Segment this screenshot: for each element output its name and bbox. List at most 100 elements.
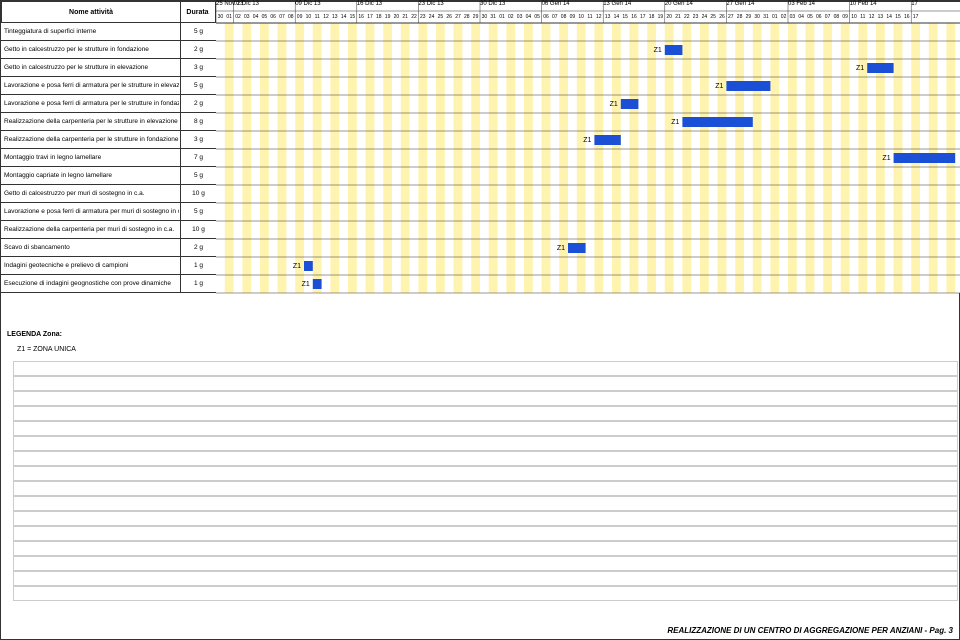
day-label: 22 [410,11,419,23]
day-label: 01 [498,11,507,23]
day-label: 13 [330,11,339,23]
day-label: 09 [568,11,577,23]
gantt-chart: Z1Z1Z1Z1Z1Z1Z1Z1Z1Z125 Nov 13300102 Dic … [216,1,959,311]
bar-label: Z1 [715,83,723,90]
gantt-page: Nome attività Durata Tinteggiatura di su… [0,0,960,640]
task-duration: 7 g [180,149,216,167]
task-row: Tinteggiatura di superfici interne5 g [1,23,216,41]
day-label: 27 [454,11,463,23]
task-duration: 5 g [180,167,216,185]
task-row: Getto in calcestruzzo per le strutture i… [1,41,216,59]
day-label: 28 [462,11,471,23]
gantt-bar [621,99,639,109]
bar-label: Z1 [583,137,591,144]
bar-label: Z1 [671,119,679,126]
day-label: 30 [216,11,225,23]
header-duration: Durata [180,1,216,23]
empty-grid-row [13,421,958,436]
gantt-bar [594,135,620,145]
task-row: Realizzazione della carpenteria per le s… [1,131,216,149]
day-label: 18 [647,11,656,23]
day-label: 05 [260,11,269,23]
empty-grid-row [13,466,958,481]
bar-label: Z1 [654,47,662,54]
task-duration: 3 g [180,131,216,149]
day-label: 14 [612,11,621,23]
day-label: 19 [656,11,665,23]
task-name: Montaggio capriate in legno lamellare [4,167,179,185]
task-name: Montaggio travi in legno lamellare [4,149,179,167]
day-label: 09 [841,11,850,23]
task-row: Lavorazione e posa ferri di armatura per… [1,95,216,113]
task-row: Lavorazione e posa ferri di armatura per… [1,203,216,221]
task-name: Realizzazione della carpenteria per le s… [4,113,179,131]
day-label: 21 [674,11,683,23]
gantt-bar [894,153,956,163]
gantt-bar [313,279,322,289]
day-label: 04 [251,11,260,23]
day-label: 10 [577,11,586,23]
day-label: 26 [445,11,454,23]
empty-grid-row [13,556,958,571]
day-label: 17 [366,11,375,23]
day-label: 11 [858,11,867,23]
day-label: 27 [726,11,735,23]
week-label: 17 [911,1,918,11]
task-duration: 5 g [180,203,216,221]
day-label: 02 [506,11,515,23]
empty-grid-row [13,361,958,376]
day-label: 01 [770,11,779,23]
empty-grid-row [13,451,958,466]
gantt-bar [665,45,683,55]
task-duration: 1 g [180,257,216,275]
task-name: Indagini geotecniche e prelievo di campi… [4,257,179,275]
day-label: 17 [911,11,920,23]
day-label: 23 [418,11,427,23]
legend-title: LEGENDA Zona: [7,331,952,338]
day-label: 31 [489,11,498,23]
day-label: 15 [894,11,903,23]
task-duration: 1 g [180,275,216,293]
day-label: 05 [806,11,815,23]
day-label: 12 [322,11,331,23]
day-label: 19 [383,11,392,23]
task-name: Lavorazione e posa ferri di armatura per… [4,95,179,113]
bar-label: Z1 [882,155,890,162]
day-label: 07 [278,11,287,23]
day-label: 17 [638,11,647,23]
day-label: 28 [735,11,744,23]
task-duration: 8 g [180,113,216,131]
day-label: 31 [762,11,771,23]
day-label: 18 [374,11,383,23]
week-label: 03 Feb 14 [788,1,815,11]
day-label: 04 [524,11,533,23]
empty-grid-row [13,496,958,511]
gantt-bar [568,243,586,253]
day-label: 14 [885,11,894,23]
day-label: 01 [225,11,234,23]
gantt-bar [682,117,752,127]
day-label: 06 [814,11,823,23]
week-label: 20 Gen 14 [665,1,693,11]
day-label: 23 [691,11,700,23]
day-label: 13 [603,11,612,23]
day-label: 08 [286,11,295,23]
week-label: 02 Dic 13 [234,1,259,11]
day-label: 21 [401,11,410,23]
empty-grid-row [13,391,958,406]
task-duration: 2 g [180,95,216,113]
day-label: 16 [902,11,911,23]
week-label: 13 Gen 14 [603,1,631,11]
day-label: 12 [867,11,876,23]
day-label: 03 [788,11,797,23]
day-label: 04 [797,11,806,23]
day-label: 25 [436,11,445,23]
task-duration: 5 g [180,23,216,41]
legend: LEGENDA Zona: Z1 = ZONA UNICA [7,331,952,363]
day-label: 10 [850,11,859,23]
day-label: 11 [586,11,595,23]
task-name: Getto di calcestruzzo per muri di sosteg… [4,185,179,203]
day-label: 16 [630,11,639,23]
task-row: Getto in calcestruzzo per le strutture i… [1,59,216,77]
day-label: 06 [269,11,278,23]
